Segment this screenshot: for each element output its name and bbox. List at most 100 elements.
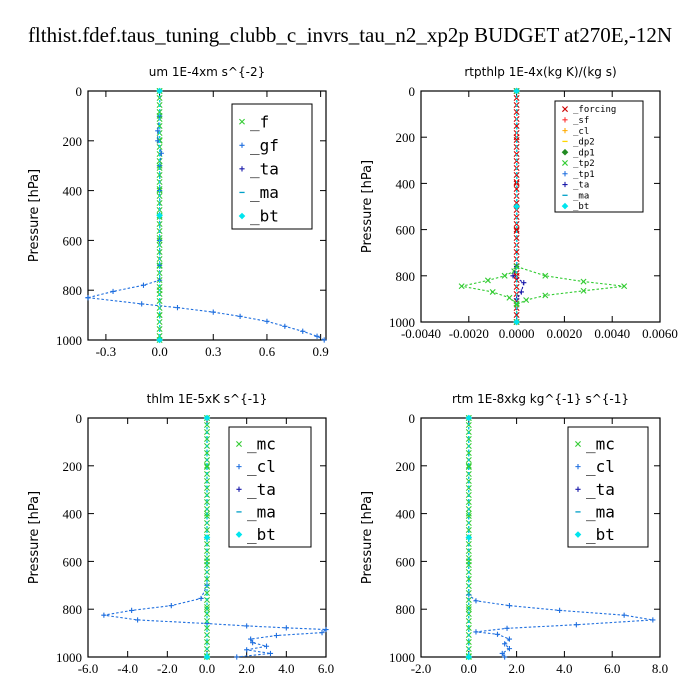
legend-marker: [236, 464, 242, 470]
data-point: [263, 643, 270, 649]
data-point: [273, 632, 280, 639]
x-tick-label: 0.0020: [547, 326, 583, 341]
y-tick-label: 400: [396, 176, 416, 191]
data-point: [521, 280, 527, 286]
data-point: [573, 622, 579, 628]
data-point: [323, 626, 329, 633]
data-point: [110, 288, 116, 295]
y-tick-label: 800: [63, 283, 83, 298]
legend-marker: [239, 166, 245, 172]
data-point: [204, 576, 210, 582]
legend-label: _ma: [586, 503, 615, 522]
data-point: [513, 172, 520, 178]
data-point: [513, 87, 520, 95]
legend: _mc _cl _ta _ma _bt: [567, 426, 649, 548]
legend-label: _ma: [250, 183, 279, 202]
data-point: [511, 268, 518, 275]
data-point: [234, 654, 240, 660]
data-point: [319, 630, 325, 636]
legend-label: _dp2: [573, 138, 595, 148]
x-tick-label: 0.6: [259, 344, 276, 359]
data-point: [484, 277, 491, 284]
plot-frame: [420, 417, 661, 658]
data-point: [267, 650, 274, 657]
data-point: [465, 527, 472, 533]
x-tick-label: 6.0: [318, 661, 334, 676]
legend-box: [567, 426, 649, 548]
data-point: [465, 462, 472, 469]
data-point: [204, 562, 210, 568]
y-tick-label: 1000: [56, 333, 82, 348]
data-point: [513, 200, 520, 206]
data-point: [156, 326, 163, 332]
chart-panel-3: thlm 1E-5xK s^{-1} Pressure [hPa] 0 200 400 6…: [27, 392, 334, 676]
data-point: [506, 636, 513, 642]
data-point: [650, 617, 656, 623]
data-point: [204, 639, 210, 645]
series-line: [468, 418, 653, 658]
data-point: [465, 499, 472, 505]
series-extra: [513, 263, 628, 308]
data-point: [203, 653, 211, 661]
legend-label: _ma: [247, 503, 276, 522]
data-point: [465, 464, 472, 470]
chart-panel-4: rtm 1E-8xkg kg^{-1} s^{-1} Pressure [hPa]…: [360, 392, 668, 676]
data-point: [513, 226, 520, 233]
x-tick-label: 0.3: [205, 344, 221, 359]
data-point: [473, 598, 479, 604]
x-tick-label: 0.9: [313, 344, 329, 359]
data-point: [621, 283, 628, 290]
series-tp2: [458, 88, 520, 325]
data-point: [321, 337, 327, 343]
y-axis-label: Pressure [hPa]: [27, 491, 42, 584]
y-axis-label: Pressure [hPa]: [27, 169, 42, 262]
data-point: [129, 607, 135, 613]
data-point: [473, 629, 479, 635]
data-point: [155, 128, 161, 134]
series-gf: [85, 88, 164, 301]
y-tick-label: 400: [396, 507, 416, 522]
data-point: [203, 414, 211, 422]
y-axis-label: Pressure [hPa]: [360, 491, 375, 584]
data-point: [502, 654, 508, 660]
data-point: [204, 462, 210, 469]
chart-title: rtpthlp 1E-4x(kg K)/(kg s): [464, 65, 616, 79]
data-point: [204, 625, 210, 631]
x-tick-label: 0.0060: [642, 326, 678, 341]
series-line: [87, 91, 162, 299]
data-point: [465, 562, 472, 568]
legend-marker: [239, 142, 245, 148]
data-point: [557, 607, 563, 613]
data-point: [621, 612, 627, 618]
chart-panel-2: rtpthlp 1E-4x(kg K)/(kg s) Pressure [hPa]…: [360, 65, 678, 341]
data-point: [523, 297, 530, 304]
legend-marker: [562, 106, 568, 113]
data-point: [506, 294, 513, 301]
data-point: [465, 436, 472, 442]
series-bt: [513, 87, 520, 326]
chart-title: um 1E-4xm s^{-2}: [149, 65, 265, 79]
legend-label: _mc: [586, 435, 615, 454]
data-point: [168, 603, 174, 609]
legend-label: _tp1: [573, 170, 595, 180]
data-point: [513, 109, 520, 115]
y-tick-label: 400: [63, 184, 83, 199]
legend-marker: [574, 531, 582, 538]
data-point: [513, 137, 520, 143]
data-point: [513, 263, 520, 270]
data-point: [513, 203, 520, 210]
x-tick-label: -2.0: [157, 661, 178, 676]
data-point: [156, 87, 163, 95]
legend-label: _bt: [250, 207, 279, 226]
data-point: [506, 603, 513, 609]
legend-marker: [575, 440, 581, 447]
data-point: [465, 450, 472, 456]
legend-label: _cl: [247, 457, 276, 476]
data-point: [513, 235, 520, 241]
x-tick-label: 0.0040: [594, 326, 630, 341]
data-point: [237, 313, 243, 319]
y-tick-label: 800: [396, 269, 416, 284]
data-point: [513, 301, 520, 308]
data-point: [502, 641, 508, 647]
